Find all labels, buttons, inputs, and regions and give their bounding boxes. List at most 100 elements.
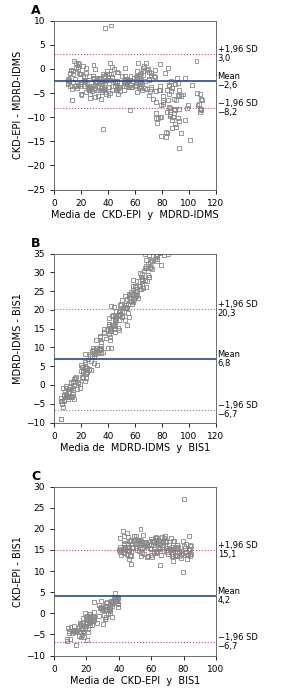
- Point: [78, 68, 83, 79]
- Point: [66, 386, 70, 397]
- Point: [92, 91, 97, 102]
- Point: [116, 322, 121, 333]
- Point: [140, 84, 145, 95]
- Point: [129, 551, 134, 562]
- Point: [94, 346, 99, 357]
- Point: [125, 319, 130, 331]
- Point: [179, 546, 184, 557]
- Point: [99, 94, 103, 105]
- Point: [172, 93, 177, 104]
- Point: [108, 334, 112, 345]
- Point: [96, 72, 101, 83]
- Point: [106, 319, 111, 330]
- Point: [117, 86, 122, 97]
- Point: [144, 263, 149, 274]
- Point: [92, 351, 97, 362]
- Point: [124, 80, 128, 91]
- Point: [179, 224, 184, 235]
- Point: [164, 106, 169, 117]
- Point: [147, 75, 152, 86]
- Point: [69, 377, 74, 388]
- Point: [175, 90, 180, 101]
- Point: [121, 526, 125, 537]
- Point: [139, 536, 143, 547]
- Point: [100, 604, 105, 615]
- X-axis label: Media de  CKD-EPI  y  MDRD-IDMS: Media de CKD-EPI y MDRD-IDMS: [51, 210, 219, 220]
- Point: [178, 228, 183, 239]
- Point: [64, 391, 69, 402]
- Point: [101, 323, 106, 334]
- Point: [174, 549, 179, 560]
- Point: [116, 598, 120, 609]
- Point: [171, 551, 176, 562]
- Point: [115, 598, 120, 609]
- Point: [138, 81, 143, 92]
- Point: [121, 302, 126, 313]
- Point: [111, 302, 116, 313]
- Point: [128, 70, 133, 81]
- Point: [78, 80, 83, 91]
- Point: [171, 224, 176, 235]
- Point: [143, 536, 148, 547]
- Point: [91, 613, 96, 624]
- Point: [189, 540, 194, 551]
- Point: [154, 96, 158, 107]
- Point: [138, 70, 142, 81]
- Point: [180, 217, 184, 228]
- Point: [69, 65, 74, 76]
- Point: [93, 79, 98, 90]
- Point: [168, 107, 172, 118]
- Point: [165, 543, 170, 554]
- Point: [67, 633, 72, 644]
- Point: [76, 62, 81, 73]
- Point: [75, 376, 80, 387]
- Point: [131, 296, 136, 307]
- Point: [147, 67, 152, 78]
- Point: [164, 535, 168, 546]
- Point: [184, 553, 189, 564]
- Point: [140, 275, 144, 286]
- Point: [173, 211, 178, 222]
- Point: [169, 533, 173, 544]
- Point: [130, 542, 135, 553]
- Point: [122, 302, 127, 313]
- Point: [172, 119, 177, 130]
- Point: [69, 83, 74, 94]
- Point: [84, 364, 89, 375]
- Point: [137, 535, 142, 546]
- Point: [161, 225, 166, 236]
- Point: [115, 83, 120, 95]
- Point: [131, 294, 136, 305]
- Point: [128, 104, 133, 115]
- Point: [92, 83, 96, 94]
- Point: [122, 290, 127, 302]
- Point: [173, 550, 178, 561]
- Text: A: A: [31, 4, 41, 17]
- Point: [68, 391, 73, 402]
- Point: [136, 82, 141, 93]
- Point: [119, 311, 124, 322]
- Point: [100, 79, 104, 90]
- Point: [139, 68, 144, 79]
- Point: [103, 600, 108, 611]
- Point: [130, 298, 135, 309]
- Point: [99, 341, 103, 352]
- Point: [122, 80, 127, 91]
- Point: [88, 351, 92, 362]
- Point: [98, 602, 103, 613]
- Point: [77, 631, 82, 642]
- Point: [122, 78, 127, 89]
- Point: [81, 70, 86, 81]
- Point: [149, 540, 154, 551]
- Point: [133, 72, 138, 83]
- Point: [114, 305, 118, 316]
- Point: [199, 104, 203, 115]
- Point: [63, 382, 68, 393]
- Point: [167, 238, 172, 249]
- Point: [153, 535, 158, 546]
- Point: [67, 628, 72, 639]
- Point: [129, 81, 134, 92]
- Point: [190, 79, 194, 90]
- Point: [168, 221, 172, 233]
- Point: [128, 292, 133, 303]
